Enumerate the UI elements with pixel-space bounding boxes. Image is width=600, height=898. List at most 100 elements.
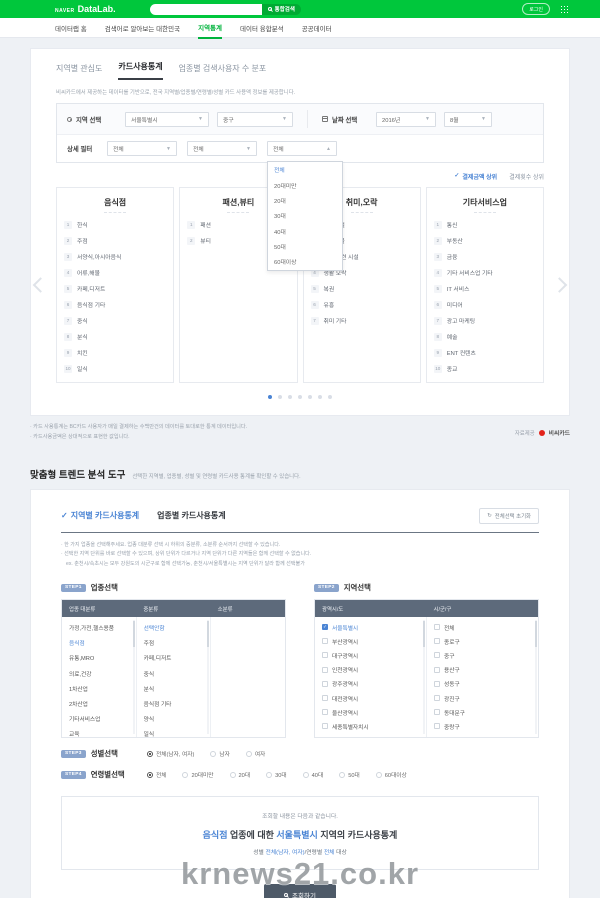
gungu-item[interactable]: 광진구: [427, 691, 538, 705]
age-option-50s[interactable]: 50대: [339, 770, 360, 779]
tab-user-distribution[interactable]: 업종별 검색사용자 수 분포: [178, 64, 267, 73]
rank-item[interactable]: 예술: [434, 332, 536, 341]
carousel-dot[interactable]: [268, 395, 272, 399]
age-option-20s[interactable]: 20대: [274, 198, 286, 205]
sido-item-selected[interactable]: ✓ 서울특별시: [322, 624, 359, 632]
gender-option-female[interactable]: 여자: [245, 749, 265, 758]
search-input[interactable]: [149, 3, 262, 15]
rank-item[interactable]: 일식: [64, 364, 166, 373]
rank-item[interactable]: 통신: [434, 220, 536, 229]
major-category-item[interactable]: 1차산업: [69, 686, 88, 693]
login-button[interactable]: 로그인: [522, 3, 550, 15]
gender-option-male[interactable]: 남자: [210, 749, 230, 758]
carousel-prev-button[interactable]: [32, 277, 49, 293]
rank-item[interactable]: 복권: [311, 284, 413, 293]
rank-item[interactable]: 기타 서비스업 기타: [434, 268, 536, 277]
rank-item[interactable]: 주점: [64, 236, 166, 245]
gungu-item[interactable]: 중랑구: [427, 719, 538, 733]
middle-category-item[interactable]: 분식: [143, 686, 155, 693]
datalab-logo[interactable]: NAVER DataLab.: [55, 4, 116, 14]
rank-item[interactable]: 치킨: [64, 348, 166, 357]
age-option-over60[interactable]: 60대이상: [375, 770, 407, 779]
carousel-dot[interactable]: [328, 395, 332, 399]
rank-item[interactable]: 부동산: [434, 236, 536, 245]
rank-item[interactable]: 음식점 기타: [64, 300, 166, 309]
reset-all-button[interactable]: ↻ 전체선택 초기화: [479, 507, 539, 524]
middle-category-item-selected[interactable]: 선택안함: [143, 626, 165, 633]
sido-item[interactable]: 경기도: [315, 734, 426, 738]
gnb-data-fusion[interactable]: 데이터 융합분석: [240, 26, 284, 33]
sido-item[interactable]: 울산광역시: [315, 705, 426, 719]
carousel-dot[interactable]: [278, 395, 282, 399]
trend-tab-category[interactable]: 업종별 카드사용통계: [157, 511, 226, 521]
middle-category-item[interactable]: 주점: [143, 641, 155, 648]
age-option-40s[interactable]: 40대: [302, 770, 323, 779]
tab-card-usage[interactable]: 카드사용통계: [118, 61, 163, 80]
gungu-item[interactable]: 성동구: [427, 677, 538, 691]
apps-grid-icon[interactable]: [560, 5, 568, 13]
gu-select[interactable]: 중구 ▼: [217, 111, 293, 127]
age-option-30s[interactable]: 30대: [274, 214, 286, 221]
rank-item[interactable]: 카페,디저트: [64, 284, 166, 293]
major-category-item[interactable]: 가정,가전,헬스용품: [69, 626, 115, 633]
gnb-search-korea[interactable]: 검색어로 알아보는 대한민국: [104, 26, 181, 33]
rank-item[interactable]: IT 서비스: [434, 284, 536, 293]
major-category-item[interactable]: 교육: [69, 732, 80, 738]
unified-search-button[interactable]: 통합검색: [261, 3, 301, 15]
rank-item[interactable]: ENT 컨텐츠: [434, 348, 536, 357]
gungu-item[interactable]: 중구: [427, 648, 538, 662]
middle-category-item[interactable]: 음식점 기타: [143, 702, 172, 709]
major-category-item[interactable]: 유통,MRO: [69, 656, 95, 663]
age-option-20s[interactable]: 20대: [229, 770, 250, 779]
rank-item[interactable]: 한식: [64, 220, 166, 229]
major-category-item-selected[interactable]: 음식점: [69, 641, 85, 648]
gungu-item[interactable]: 전체: [427, 620, 538, 634]
rank-item[interactable]: 분식: [64, 332, 166, 341]
tab-region-interest[interactable]: 지역별 관심도: [56, 64, 103, 73]
scrollbar-thumb[interactable]: [535, 621, 537, 648]
year-select[interactable]: 2016년 ▼: [376, 111, 436, 127]
age-option-50s[interactable]: 50대: [274, 245, 286, 252]
gungu-item[interactable]: 종로구: [427, 634, 538, 648]
carousel-dot[interactable]: [298, 395, 302, 399]
age-option-40s[interactable]: 40대: [274, 229, 286, 236]
age-option-all[interactable]: 전체: [274, 168, 285, 175]
sido-item[interactable]: 부산광역시: [315, 634, 426, 648]
carousel-dot[interactable]: [288, 395, 292, 399]
rank-item[interactable]: 광고 마케팅: [434, 316, 536, 325]
sido-item[interactable]: 대구광역시: [315, 648, 426, 662]
rank-item[interactable]: 미디어: [434, 300, 536, 309]
sort-by-amount[interactable]: ✓ 결제금액 상위: [454, 173, 498, 181]
carousel-dot[interactable]: [308, 395, 312, 399]
rank-item[interactable]: 유흥: [311, 300, 413, 309]
rank-item[interactable]: 어류,해물: [64, 268, 166, 277]
rank-item[interactable]: 취미 기타: [311, 316, 413, 325]
age-option-over60[interactable]: 60대이상: [274, 260, 297, 267]
month-select[interactable]: 8월 ▼: [444, 111, 492, 127]
scrollbar-thumb[interactable]: [132, 621, 135, 648]
middle-category-item[interactable]: 일식: [143, 732, 155, 738]
detail-select-2[interactable]: 전체 ▼: [187, 141, 257, 156]
sido-item[interactable]: 인천광역시: [315, 663, 426, 677]
detail-select-1[interactable]: 전체 ▼: [107, 141, 177, 156]
rank-item[interactable]: 중식: [64, 316, 166, 325]
major-category-item[interactable]: 의료,건강: [69, 671, 92, 678]
sido-item[interactable]: 세종특별자치시: [315, 719, 426, 733]
rank-item[interactable]: 종교: [434, 364, 536, 373]
age-option-all[interactable]: 전체: [147, 770, 166, 779]
query-submit-button[interactable]: 조회하기: [264, 884, 336, 898]
sort-by-count[interactable]: 결제횟수 상위: [509, 175, 544, 181]
age-option-under20[interactable]: 20대미만: [274, 183, 297, 190]
trend-tab-region[interactable]: ✓ 지역별 카드사용통계: [61, 511, 140, 521]
major-category-item[interactable]: 2차산업: [69, 702, 88, 709]
rank-item[interactable]: 금융: [434, 252, 536, 261]
sido-item[interactable]: 대전광역시: [315, 691, 426, 705]
gender-option-all[interactable]: 전체(남자, 여자): [147, 749, 194, 758]
gungu-item[interactable]: 성북구: [427, 734, 538, 738]
rank-item[interactable]: 서양식,아시아음식: [64, 252, 166, 261]
middle-category-item[interactable]: 중식: [143, 671, 155, 678]
middle-category-item[interactable]: 양식: [143, 717, 155, 724]
detail-select-3-age[interactable]: 전체 ▲: [267, 141, 337, 156]
carousel-dot[interactable]: [318, 395, 322, 399]
carousel-next-button[interactable]: [551, 277, 568, 293]
